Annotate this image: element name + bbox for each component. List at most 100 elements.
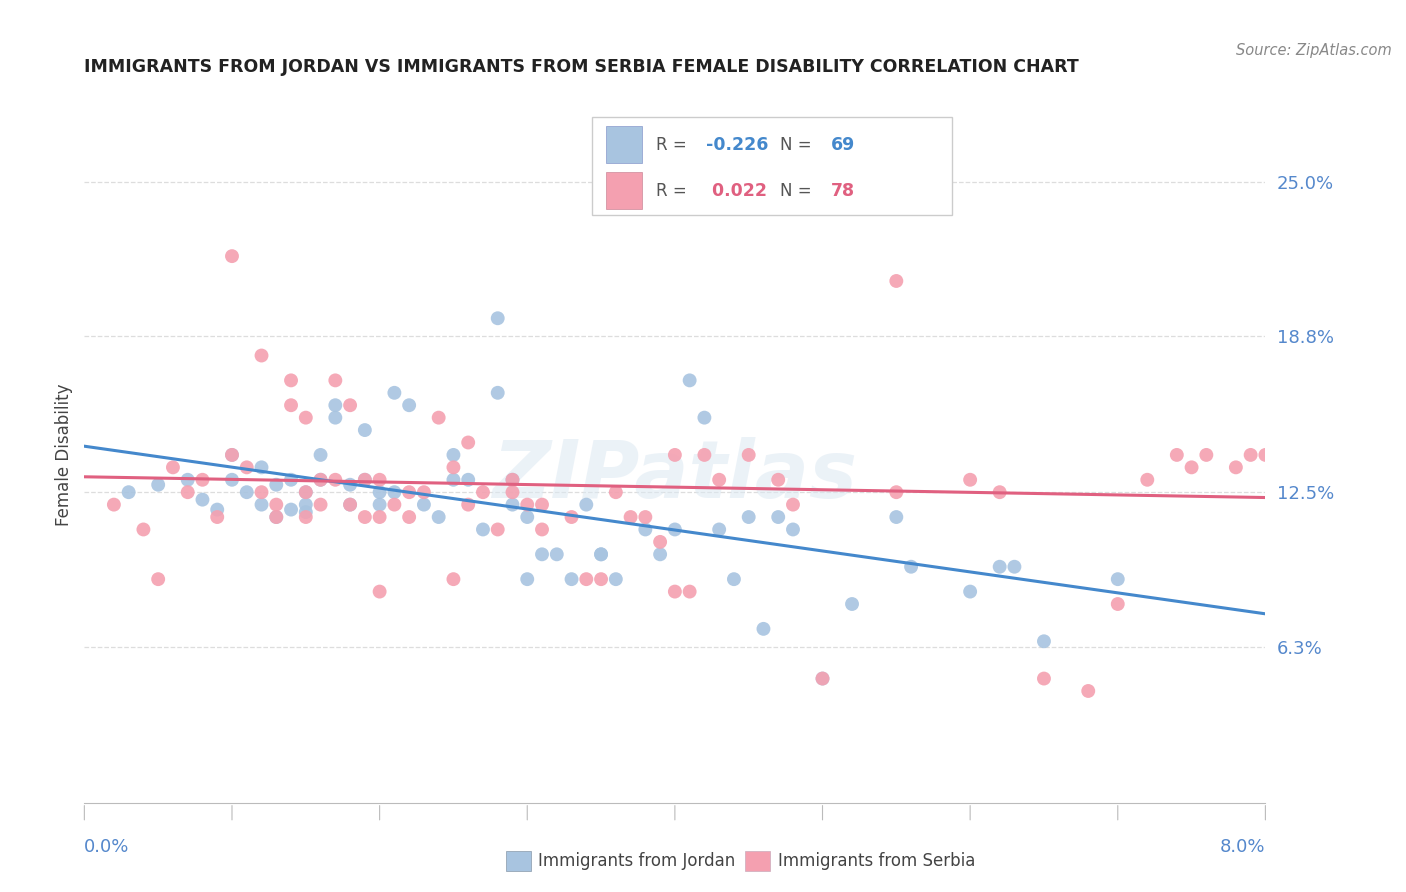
Point: [560, 572, 583, 586]
Point: [619, 510, 641, 524]
Point: [177, 473, 200, 487]
Point: [264, 498, 288, 512]
Point: [679, 373, 702, 387]
Point: [398, 398, 420, 412]
Point: [309, 473, 332, 487]
Point: [959, 473, 981, 487]
Point: [693, 410, 716, 425]
Point: [457, 435, 479, 450]
Point: [501, 485, 523, 500]
Point: [679, 584, 702, 599]
Point: [264, 510, 288, 524]
Point: [811, 199, 834, 213]
Point: [103, 498, 125, 512]
Point: [398, 510, 420, 524]
Point: [132, 523, 155, 537]
Point: [295, 505, 318, 519]
Point: [841, 597, 863, 611]
FancyBboxPatch shape: [592, 118, 952, 215]
Point: [309, 448, 332, 462]
Point: [1180, 460, 1202, 475]
Point: [709, 523, 731, 537]
Point: [354, 473, 377, 487]
Point: [191, 473, 214, 487]
Point: [664, 448, 686, 462]
Point: [177, 485, 200, 500]
Point: [457, 473, 479, 487]
Point: [368, 473, 391, 487]
Point: [664, 584, 686, 599]
Point: [354, 473, 377, 487]
Point: [1077, 684, 1099, 698]
Point: [988, 559, 1011, 574]
Point: [309, 473, 332, 487]
Point: [1107, 572, 1129, 586]
Point: [398, 485, 420, 500]
Point: [737, 448, 759, 462]
Point: [205, 502, 228, 516]
Point: [709, 473, 731, 487]
Point: [1166, 448, 1188, 462]
Point: [280, 502, 302, 516]
Point: [591, 572, 613, 586]
Point: [118, 485, 141, 500]
Text: 0.0%: 0.0%: [84, 838, 129, 856]
Point: [264, 477, 288, 491]
Point: [546, 547, 568, 561]
Point: [472, 523, 495, 537]
Text: R =: R =: [657, 136, 692, 153]
Point: [148, 477, 170, 491]
Point: [235, 485, 259, 500]
Text: 0.022: 0.022: [706, 182, 766, 200]
Point: [648, 547, 672, 561]
Point: [501, 473, 523, 487]
Point: [280, 473, 302, 487]
Point: [486, 311, 509, 326]
Point: [664, 523, 686, 537]
Point: [605, 485, 627, 500]
Point: [634, 510, 657, 524]
Point: [811, 672, 834, 686]
Point: [354, 423, 377, 437]
Point: [1240, 448, 1263, 462]
Point: [1254, 448, 1277, 462]
Point: [250, 485, 273, 500]
Point: [368, 584, 391, 599]
Point: [221, 249, 243, 263]
Point: [443, 572, 465, 586]
Point: [1136, 473, 1159, 487]
Point: [1225, 460, 1247, 475]
Point: [886, 510, 908, 524]
Point: [782, 498, 804, 512]
Point: [413, 485, 436, 500]
Point: [382, 485, 406, 500]
Point: [280, 398, 302, 412]
Point: [221, 448, 243, 462]
Point: [162, 460, 184, 475]
Text: 69: 69: [831, 136, 855, 153]
Point: [205, 510, 228, 524]
Point: [886, 485, 908, 500]
Point: [382, 385, 406, 400]
Text: N =: N =: [780, 136, 817, 153]
Point: [501, 473, 523, 487]
Point: [575, 572, 598, 586]
Point: [693, 448, 716, 462]
Point: [354, 510, 377, 524]
Point: [339, 498, 361, 512]
Point: [309, 498, 332, 512]
Point: [782, 523, 804, 537]
Point: [768, 473, 790, 487]
Point: [221, 473, 243, 487]
Point: [886, 274, 908, 288]
Point: [339, 498, 361, 512]
Point: [443, 460, 465, 475]
Bar: [606, 127, 641, 163]
Point: [811, 672, 834, 686]
Point: [1195, 448, 1218, 462]
Point: [472, 485, 495, 500]
Text: -0.226: -0.226: [706, 136, 768, 153]
Point: [323, 473, 347, 487]
Text: Source: ZipAtlas.com: Source: ZipAtlas.com: [1236, 43, 1392, 58]
Point: [531, 498, 554, 512]
